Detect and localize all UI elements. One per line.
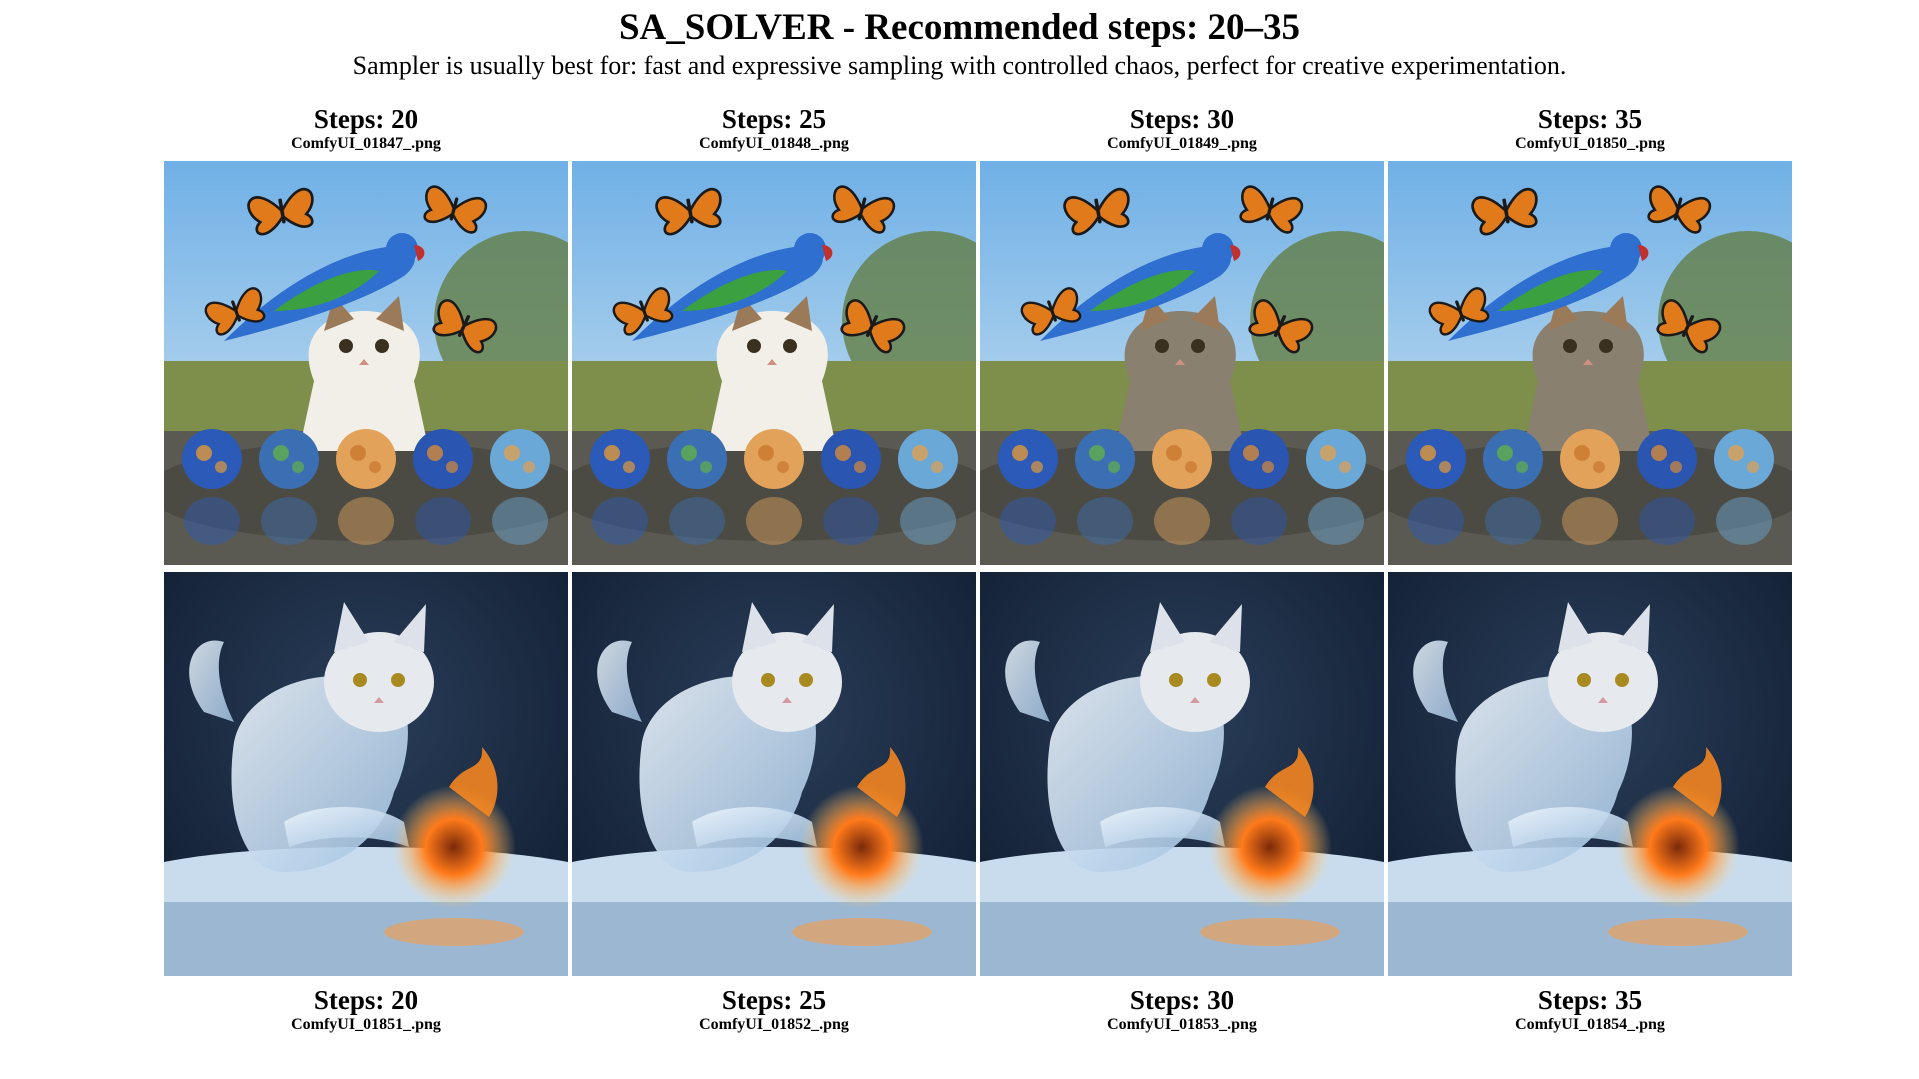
image-top-1[interactable] [164,161,568,565]
caption-bottom-4: Steps: 35 ComfyUI_01854_.png [1388,985,1792,1035]
page-subtitle: Sampler is usually best for: fast and ex… [352,51,1567,80]
steps-label: Steps: 20 [313,985,419,1015]
image-bottom-2[interactable] [572,572,976,976]
filename-label: ComfyUI_01852_.png [699,1016,849,1033]
caption-bottom-3: Steps: 30 ComfyUI_01853_.png [980,985,1384,1035]
butterfly-icon [612,287,674,336]
filename-label: ComfyUI_01849_.png [1107,135,1257,152]
filename-label: ComfyUI_01851_.png [291,1016,441,1033]
butterfly-icon [1063,187,1130,236]
filename-label: ComfyUI_01853_.png [1107,1016,1257,1033]
butterfly-icon [1428,287,1490,336]
butterfly-icon [840,299,906,354]
image-bottom-4[interactable] [1388,572,1792,976]
steps-label: Steps: 25 [721,104,827,134]
butterfly-icon [1248,299,1314,354]
butterfly-icon [1647,185,1712,234]
caption-top-3: Steps: 30 ComfyUI_01849_.png [980,104,1384,154]
filename-label: ComfyUI_01850_.png [1515,135,1665,152]
caption-top-2: Steps: 25 ComfyUI_01848_.png [572,104,976,154]
butterfly-icon [423,185,488,234]
caption-top-4: Steps: 35 ComfyUI_01850_.png [1388,104,1792,154]
steps-label: Steps: 25 [721,985,827,1015]
image-bottom-3[interactable] [980,572,1384,976]
butterfly-icon [204,287,266,336]
page-title: SA_SOLVER - Recommended steps: 20–35 [618,7,1301,48]
caption-bottom-1: Steps: 20 ComfyUI_01851_.png [164,985,568,1035]
caption-bottom-2: Steps: 25 ComfyUI_01852_.png [572,985,976,1035]
steps-label: Steps: 30 [1129,104,1235,134]
filename-label: ComfyUI_01848_.png [699,135,849,152]
steps-label: Steps: 30 [1129,985,1235,1015]
steps-label: Steps: 35 [1537,985,1643,1015]
butterfly-icon [655,187,722,236]
caption-top-1: Steps: 20 ComfyUI_01847_.png [164,104,568,154]
butterfly-icon [1656,299,1722,354]
image-top-3[interactable] [980,161,1384,565]
image-top-4[interactable] [1388,161,1792,565]
butterfly-icon [247,187,314,236]
butterfly-icon [1239,185,1304,234]
filename-label: ComfyUI_01854_.png [1515,1016,1665,1033]
image-top-2[interactable] [572,161,976,565]
butterfly-icon [1471,187,1538,236]
butterfly-icon [1020,287,1082,336]
image-bottom-1[interactable] [164,572,568,976]
steps-label: Steps: 20 [313,104,419,134]
butterfly-icon [432,299,498,354]
filename-label: ComfyUI_01847_.png [291,135,441,152]
steps-label: Steps: 35 [1537,104,1643,134]
butterfly-icon [831,185,896,234]
